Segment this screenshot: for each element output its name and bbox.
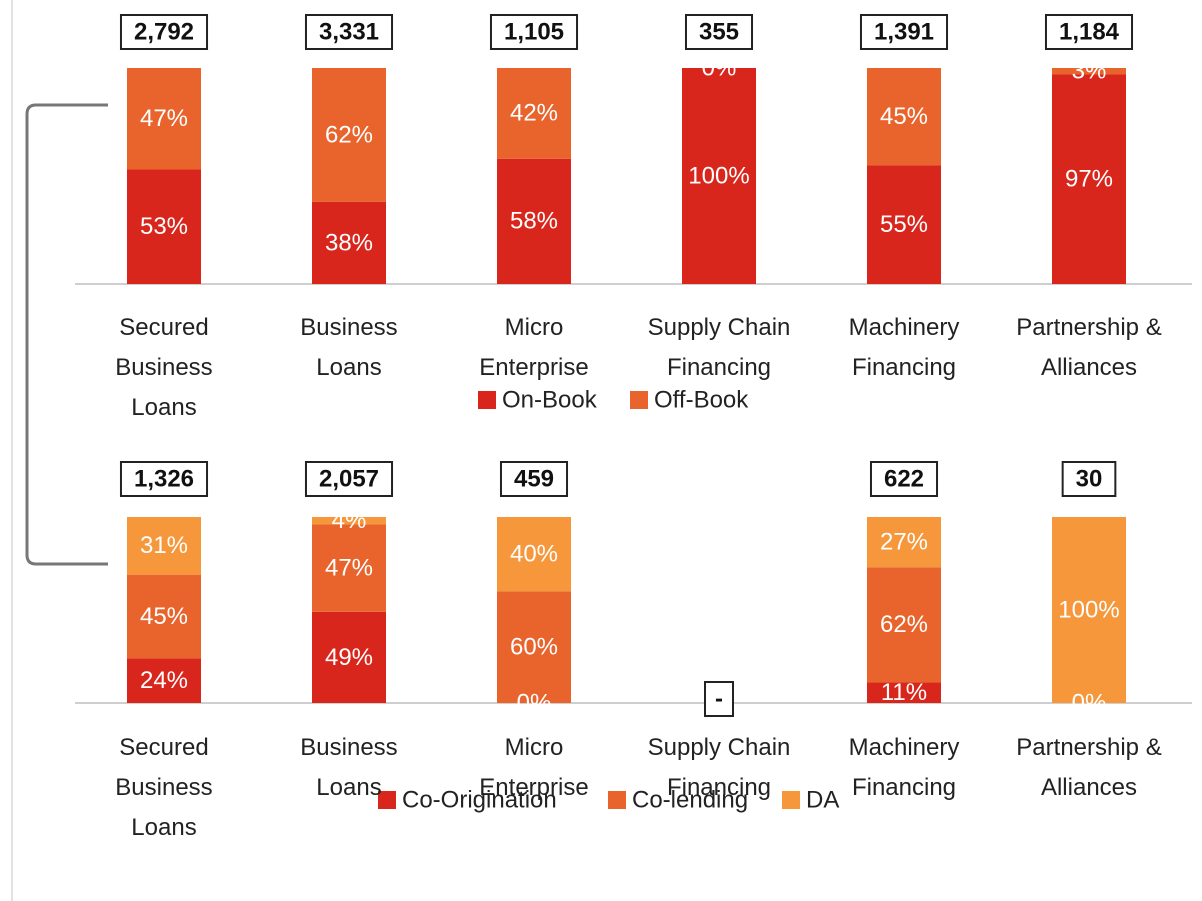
data-label: 3% bbox=[1072, 58, 1107, 85]
data-label: 60% bbox=[510, 634, 558, 661]
bar-segment bbox=[127, 658, 201, 703]
legend-label: DA bbox=[806, 786, 839, 813]
legend-swatch bbox=[630, 391, 648, 409]
data-label: 24% bbox=[140, 667, 188, 694]
data-label: 100% bbox=[1058, 596, 1119, 623]
total-box bbox=[1061, 461, 1117, 497]
bar-segment bbox=[127, 68, 201, 170]
bar-segment bbox=[867, 567, 941, 683]
data-label: 49% bbox=[325, 644, 373, 671]
total-box bbox=[304, 14, 394, 50]
bar-segment bbox=[1052, 68, 1126, 75]
data-label: 53% bbox=[140, 213, 188, 240]
data-label: 0% bbox=[702, 54, 737, 81]
data-label: 45% bbox=[880, 103, 928, 130]
bar-segment bbox=[312, 68, 386, 202]
data-label: 55% bbox=[880, 211, 928, 238]
legend-swatch bbox=[378, 791, 396, 809]
total-label: 2,792 bbox=[134, 18, 194, 45]
x-tick-label: Machinery Financing bbox=[848, 734, 960, 801]
bar-segment bbox=[682, 68, 756, 284]
legend-label: Co-Origination bbox=[402, 786, 557, 813]
data-label: 62% bbox=[325, 121, 373, 148]
total-box bbox=[119, 14, 209, 50]
bar-segment bbox=[497, 517, 571, 592]
total-box bbox=[704, 681, 734, 717]
data-label: 42% bbox=[510, 100, 558, 127]
x-tick-label: Business Loans bbox=[300, 734, 398, 801]
bar-segment bbox=[497, 158, 571, 284]
bar-segment bbox=[312, 201, 386, 284]
data-label: 0% bbox=[517, 689, 552, 716]
legend-label: Off-Book bbox=[654, 386, 749, 413]
data-label: 100% bbox=[688, 162, 749, 189]
total-box bbox=[304, 461, 394, 497]
bar-segment bbox=[312, 611, 386, 703]
total-label: - bbox=[715, 685, 723, 712]
x-tick-label: Supply Chain Financing bbox=[647, 734, 791, 801]
legend-swatch bbox=[608, 791, 626, 809]
total-box bbox=[1044, 14, 1134, 50]
data-label: 27% bbox=[880, 528, 928, 555]
bar-segment bbox=[867, 682, 941, 703]
x-tick-label: Secured Business Loans bbox=[115, 734, 213, 841]
total-label: 2,057 bbox=[319, 465, 379, 492]
legend-swatch bbox=[782, 791, 800, 809]
data-label: 40% bbox=[510, 541, 558, 568]
total-label: 3,331 bbox=[319, 18, 379, 45]
bar-segment bbox=[127, 574, 201, 659]
total-box bbox=[489, 14, 579, 50]
x-tick-label: Partnership & Alliances bbox=[1016, 314, 1162, 381]
x-tick-label: Machinery Financing bbox=[848, 314, 960, 381]
bar-segment bbox=[867, 68, 941, 166]
total-box bbox=[859, 14, 949, 50]
total-label: 459 bbox=[514, 465, 554, 492]
legend-label: Co-lending bbox=[632, 786, 748, 813]
legend-swatch bbox=[478, 391, 496, 409]
total-box bbox=[119, 461, 209, 497]
bar-segment bbox=[497, 68, 571, 159]
total-box bbox=[684, 14, 754, 50]
bar-segment bbox=[867, 517, 941, 568]
total-box bbox=[499, 461, 569, 497]
data-label: 47% bbox=[140, 105, 188, 132]
total-label: 1,105 bbox=[504, 18, 564, 45]
x-tick-label: Micro Enterprise bbox=[479, 314, 589, 381]
data-label: 58% bbox=[510, 208, 558, 235]
total-label: 1,326 bbox=[134, 465, 194, 492]
data-label: 0% bbox=[1072, 689, 1107, 716]
data-label: 62% bbox=[880, 611, 928, 638]
data-label: 45% bbox=[140, 603, 188, 630]
bar-segment bbox=[1052, 74, 1126, 284]
data-label: 97% bbox=[1065, 166, 1113, 193]
bar-segment bbox=[127, 169, 201, 284]
legend-label: On-Book bbox=[502, 386, 598, 413]
x-tick-label: Supply Chain Financing bbox=[647, 314, 791, 381]
bar-segment bbox=[867, 165, 941, 284]
total-label: 355 bbox=[699, 18, 739, 45]
bar-segment bbox=[312, 524, 386, 612]
total-box bbox=[869, 461, 939, 497]
bar-segment bbox=[127, 517, 201, 575]
x-tick-label: Business Loans bbox=[300, 314, 398, 381]
data-label: 31% bbox=[140, 532, 188, 559]
x-tick-label: Partnership & Alliances bbox=[1016, 734, 1162, 801]
data-label: 47% bbox=[325, 554, 373, 581]
total-label: 1,391 bbox=[874, 18, 934, 45]
data-label: 38% bbox=[325, 229, 373, 256]
total-label: 622 bbox=[884, 465, 924, 492]
bar-segment bbox=[1052, 517, 1126, 703]
bar-segment bbox=[497, 591, 571, 703]
bracket bbox=[25, 103, 108, 566]
bar-segment bbox=[312, 517, 386, 525]
total-label: 1,184 bbox=[1059, 18, 1120, 45]
x-tick-label: Micro Enterprise bbox=[479, 734, 589, 801]
data-label: 4% bbox=[332, 507, 367, 534]
data-label: 11% bbox=[881, 679, 927, 706]
x-tick-label: Secured Business Loans bbox=[115, 314, 213, 421]
total-label: 30 bbox=[1076, 465, 1103, 492]
